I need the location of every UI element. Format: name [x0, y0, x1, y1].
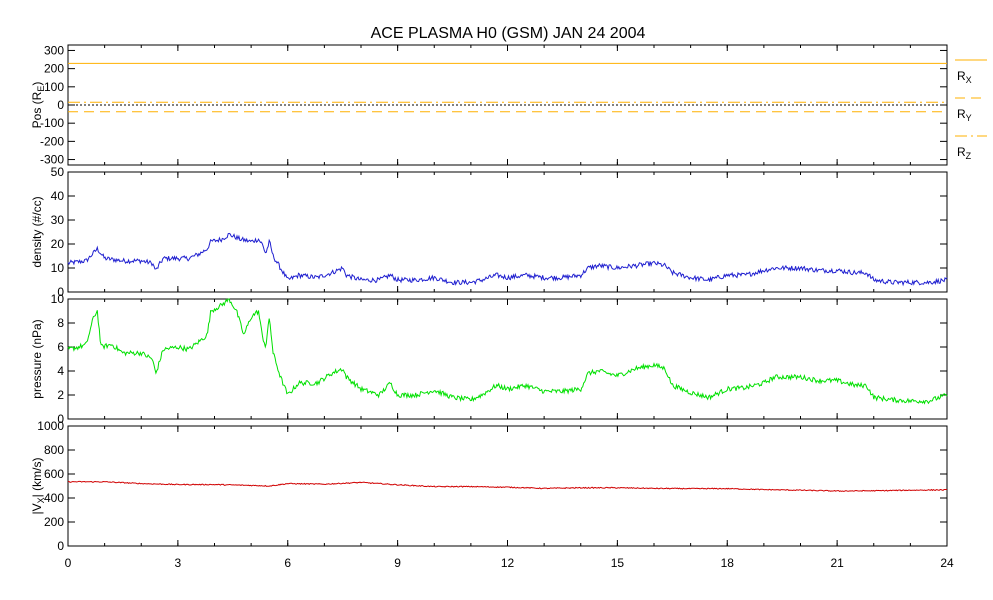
y-tick-label: 4 [57, 364, 64, 378]
y-tick-label: 6 [57, 340, 64, 354]
legend: RX RY RZ [955, 59, 987, 161]
x-tick-label: 24 [940, 556, 954, 570]
x-tick-label: 18 [721, 556, 735, 570]
y-tick-label: 300 [44, 43, 64, 57]
x-tick-label: 9 [394, 556, 401, 570]
y-tick-label: 0 [57, 98, 64, 112]
y-tick-label: 0 [57, 285, 64, 299]
x-tick-label: 15 [611, 556, 625, 570]
y-tick-label: 10 [51, 261, 65, 275]
panel-frame [67, 171, 948, 293]
y-tick-label: -300 [40, 153, 64, 167]
panel-density: 0 10 20 30 40 50 density (#/cc) [30, 165, 948, 299]
y-tick-label: 100 [44, 80, 64, 94]
y-tick-label: 40 [51, 189, 65, 203]
chart-title: ACE PLASMA H0 (GSM) JAN 24 2004 [371, 25, 646, 42]
y-axis-label: pressure (nPa) [30, 319, 44, 398]
x-axis: 0 3 6 9 12 15 18 21 24 [65, 556, 954, 570]
y-axis-label: density (#/cc) [30, 196, 44, 267]
y-tick-label: -100 [40, 116, 64, 130]
legend-label: RZ [957, 145, 972, 161]
y-tick-label: 400 [44, 491, 64, 505]
y-tick-label: 0 [57, 539, 64, 553]
y-tick-label: 600 [44, 467, 64, 481]
y-tick-label: -200 [40, 134, 64, 148]
y-tick-label: 30 [51, 213, 65, 227]
panel-pos: -300 -200 -100 0 100 200 300 Pos (RE) RX RY RZ [30, 43, 987, 167]
y-tick-label: 200 [44, 62, 64, 76]
y-axis-label: |VX| (km/s) [30, 458, 46, 515]
panel-vx: 0 200 400 600 800 1000 |VX| (km/s) [30, 419, 948, 553]
y-tick-label: 0 [57, 412, 64, 426]
legend-label: RX [957, 69, 972, 85]
legend-label: RY [957, 107, 972, 123]
y-tick-label: 50 [51, 165, 65, 179]
x-tick-label: 6 [284, 556, 291, 570]
y-tick-label: 800 [44, 443, 64, 457]
y-tick-label: 20 [51, 237, 65, 251]
y-axis-label: Pos (RE) [30, 82, 46, 129]
panel-pressure: 0 2 4 6 8 10 pressure (nPa) [30, 292, 948, 426]
series-line-vx [67, 480, 948, 492]
x-tick-label: 3 [175, 556, 182, 570]
y-tick-label: 200 [44, 515, 64, 529]
series-line-pressure [67, 298, 948, 405]
x-tick-label: 12 [501, 556, 515, 570]
y-tick-label: 10 [51, 292, 65, 306]
y-tick-label: 2 [57, 388, 64, 402]
x-tick-label: 0 [65, 556, 72, 570]
series-line-density [67, 232, 948, 287]
x-tick-label: 21 [830, 556, 844, 570]
y-tick-label: 8 [57, 316, 64, 330]
panel-frame [67, 298, 948, 420]
panel-frame [67, 425, 948, 547]
y-tick-label: 1000 [37, 419, 64, 433]
